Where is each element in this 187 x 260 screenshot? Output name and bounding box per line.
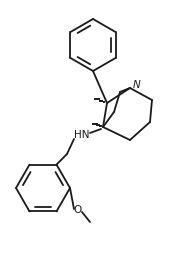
Text: O: O bbox=[74, 205, 82, 215]
Text: HN: HN bbox=[74, 130, 90, 140]
Text: N: N bbox=[133, 80, 141, 90]
